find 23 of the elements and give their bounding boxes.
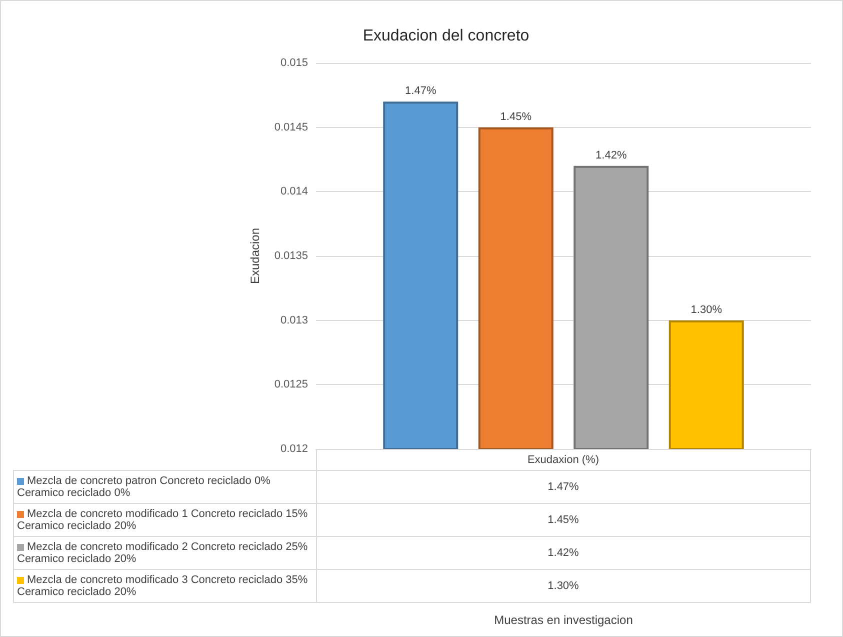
data-label: 1.47% (405, 85, 436, 98)
y-tick-label: 0.013 (280, 314, 308, 326)
text: 1.30% (548, 580, 579, 592)
text: 1.45% (548, 514, 579, 526)
data-label: 1.30% (690, 304, 722, 316)
y-tick-label: 0.0135 (274, 250, 308, 262)
y-axis-title: Exudacion (248, 228, 262, 284)
data-label: 1.42% (596, 149, 627, 162)
y-tick-label: 0.012 (280, 443, 308, 455)
y-tick-label: 0.015 (280, 57, 308, 69)
legend-label: Mezcla de concreto patron Concreto reciclado 0% Ceramico reciclado 0% (14, 470, 316, 504)
text: 1.42% (548, 547, 579, 559)
legend-label: Mezcla de concreto modificado 1 Concreto reciclado 15% Ceramico reciclado 20% (14, 504, 316, 536)
legend-label: Mezcla de concreto modificado 3 Concreto reciclado 35% Ceramico reciclado 20% (14, 570, 316, 602)
text: 1.47% (548, 481, 579, 493)
x-tick-label: Exudaxion (%) (316, 450, 810, 470)
text: Muestras en investigacion (493, 613, 634, 627)
data-label: 1.45% (500, 110, 532, 123)
chart-title: Exudacion del concreto (362, 28, 530, 44)
y-tick-label: 0.014 (280, 186, 308, 198)
legend-label: Mezcla de concreto modificado 2 Concreto reciclado 25% Ceramico reciclado 20% (14, 536, 316, 570)
y-tick-label: 0.0145 (274, 121, 308, 134)
y-tick-label: 0.0125 (274, 378, 308, 391)
